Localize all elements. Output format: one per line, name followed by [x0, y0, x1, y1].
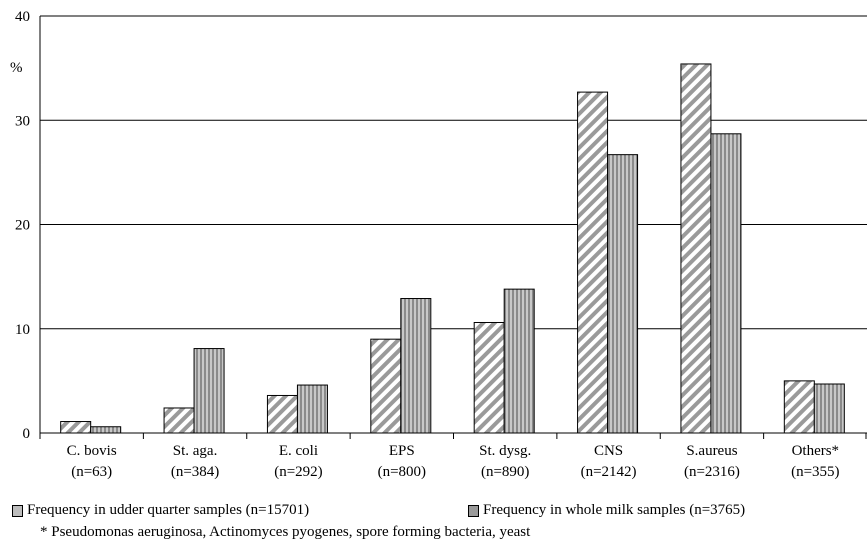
y-tick-label: 30: [15, 113, 30, 129]
bar-udder: [473, 321, 505, 434]
category-count-label: (n=355): [791, 464, 839, 480]
bar-whole-milk: [400, 298, 432, 434]
bar-whole-milk: [503, 288, 535, 434]
category-count-label: (n=2316): [684, 464, 740, 480]
bar-whole-milk: [193, 348, 225, 434]
category-count-label: (n=2142): [581, 464, 637, 480]
legend-item-whole-milk: Frequency in whole milk samples (n=3765): [468, 502, 745, 519]
category-label: C. bovis: [67, 443, 117, 459]
legend-label-udder: Frequency in udder quarter samples (n=15…: [27, 502, 310, 518]
legend-label-whole-milk: Frequency in whole milk samples (n=3765): [483, 502, 746, 518]
bar-udder: [163, 407, 195, 434]
bar-whole-milk: [710, 133, 742, 434]
category-label: EPS: [389, 443, 415, 459]
category-count-label: (n=63): [71, 464, 112, 480]
grid-lines: [40, 15, 867, 330]
bar-udder: [370, 338, 402, 434]
category-count-label: (n=890): [481, 464, 529, 480]
category-label: St. dysg.: [479, 443, 531, 459]
bar-whole-milk: [607, 154, 639, 434]
bar-group: [60, 63, 845, 434]
category-label: E. coli: [279, 443, 318, 459]
bar-udder: [577, 91, 609, 434]
bar-udder: [680, 63, 712, 434]
y-tick-label: 40: [15, 9, 30, 25]
bar-udder: [783, 380, 815, 434]
legend-swatch-udder: [12, 504, 23, 517]
legend-item-udder: Frequency in udder quarter samples (n=15…: [12, 502, 309, 519]
bar-udder: [60, 421, 92, 434]
category-count-label: (n=292): [274, 464, 322, 480]
y-axis-label: %: [10, 60, 23, 76]
category-label: Others*: [792, 443, 840, 459]
category-label: CNS: [594, 443, 623, 459]
axis-labels: 0 10 20 30 40% C. bovis (n=63) St. aga. (n=384) E…: [10, 9, 840, 480]
bar-chart: 0 10 20 30 40% C. bovis (n=63) St. aga. (n=384) E…: [10, 9, 867, 480]
y-tick-label: 0: [23, 426, 31, 442]
bar-udder: [266, 394, 298, 434]
category-count-label: (n=800): [378, 464, 426, 480]
bar-whole-milk: [90, 426, 122, 434]
y-tick-label: 10: [15, 322, 30, 338]
legend-swatch-whole-milk: [468, 504, 479, 517]
bar-whole-milk: [296, 384, 328, 434]
chart-footnote: * Pseudomonas aeruginosa, Actinomyces py…: [40, 524, 531, 540]
bar-whole-milk: [813, 383, 845, 434]
category-label: S.aureus: [686, 443, 737, 459]
category-label: St. aga.: [173, 443, 218, 459]
category-count-label: (n=384): [171, 464, 219, 480]
axes: [39, 16, 867, 439]
y-tick-label: 20: [15, 218, 30, 234]
